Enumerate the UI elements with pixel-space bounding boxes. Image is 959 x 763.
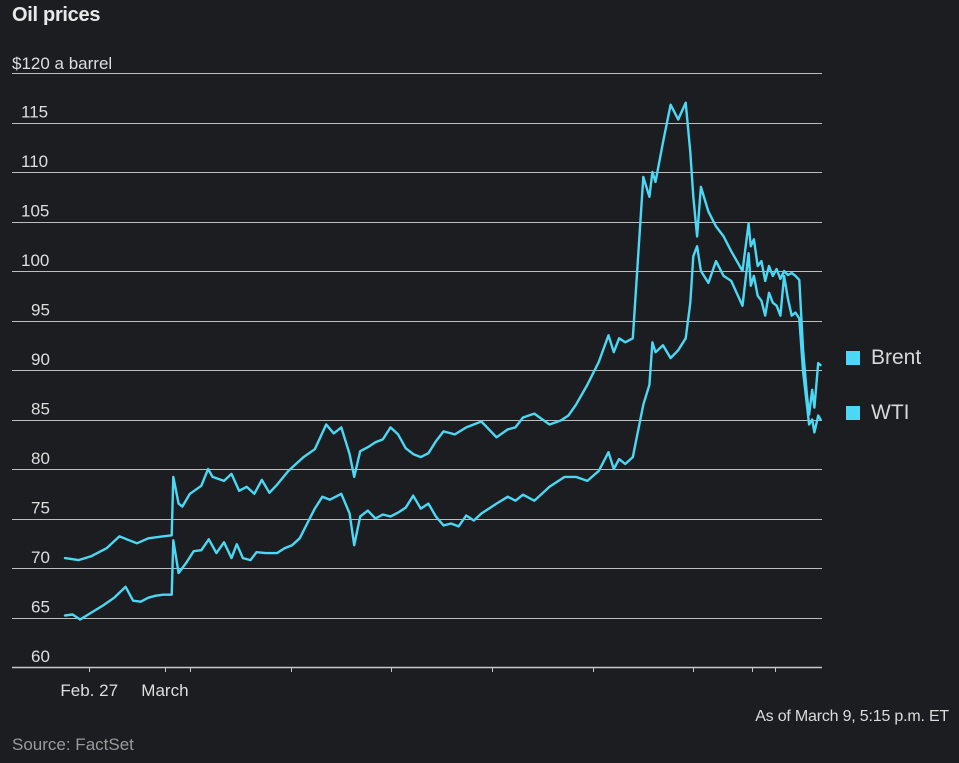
gridlines bbox=[12, 73, 822, 669]
chart-plot: $120 a barrel 60 65 70 75 80 85 90 95 100 105 110 1… bbox=[12, 54, 822, 700]
y-tick-label-115: 115 bbox=[21, 103, 48, 122]
legend-label-brent: Brent bbox=[871, 346, 922, 369]
x-ticks: Feb. 27 March bbox=[60, 667, 776, 700]
y-axis-label: $120 a barrel bbox=[12, 54, 112, 73]
series-line-wti bbox=[63, 245, 822, 621]
series-line-brent bbox=[63, 101, 822, 562]
y-tick-label-100: 100 bbox=[21, 251, 49, 270]
legend-swatch-brent bbox=[846, 351, 860, 365]
legend-item-brent: Brent bbox=[846, 346, 921, 370]
legend-swatch-wti bbox=[846, 406, 860, 420]
y-tick-label-75: 75 bbox=[31, 499, 50, 518]
legend-label-wti: WTI bbox=[871, 401, 910, 424]
series-lines bbox=[63, 101, 822, 621]
y-tick-labels: 60 65 70 75 80 85 90 95 100 105 110 115 bbox=[21, 103, 50, 667]
x-tick-label-1: March bbox=[141, 681, 188, 700]
y-tick-label-80: 80 bbox=[31, 449, 50, 468]
y-tick-label-70: 70 bbox=[31, 548, 50, 567]
y-tick-label-60: 60 bbox=[31, 647, 50, 666]
y-tick-label-110: 110 bbox=[21, 152, 48, 171]
x-tick-label-0: Feb. 27 bbox=[60, 681, 118, 700]
y-tick-label-85: 85 bbox=[31, 400, 50, 419]
source-note: Source: FactSet bbox=[12, 735, 134, 754]
y-tick-label-90: 90 bbox=[31, 350, 50, 369]
chart-title: Oil prices bbox=[12, 4, 101, 26]
legend-item-wti: WTI bbox=[846, 401, 909, 425]
y-tick-label-105: 105 bbox=[21, 202, 49, 221]
y-tick-label-95: 95 bbox=[31, 301, 50, 320]
as-of-timestamp: As of March 9, 5:15 p.m. ET bbox=[755, 708, 949, 725]
y-tick-label-65: 65 bbox=[31, 598, 50, 617]
